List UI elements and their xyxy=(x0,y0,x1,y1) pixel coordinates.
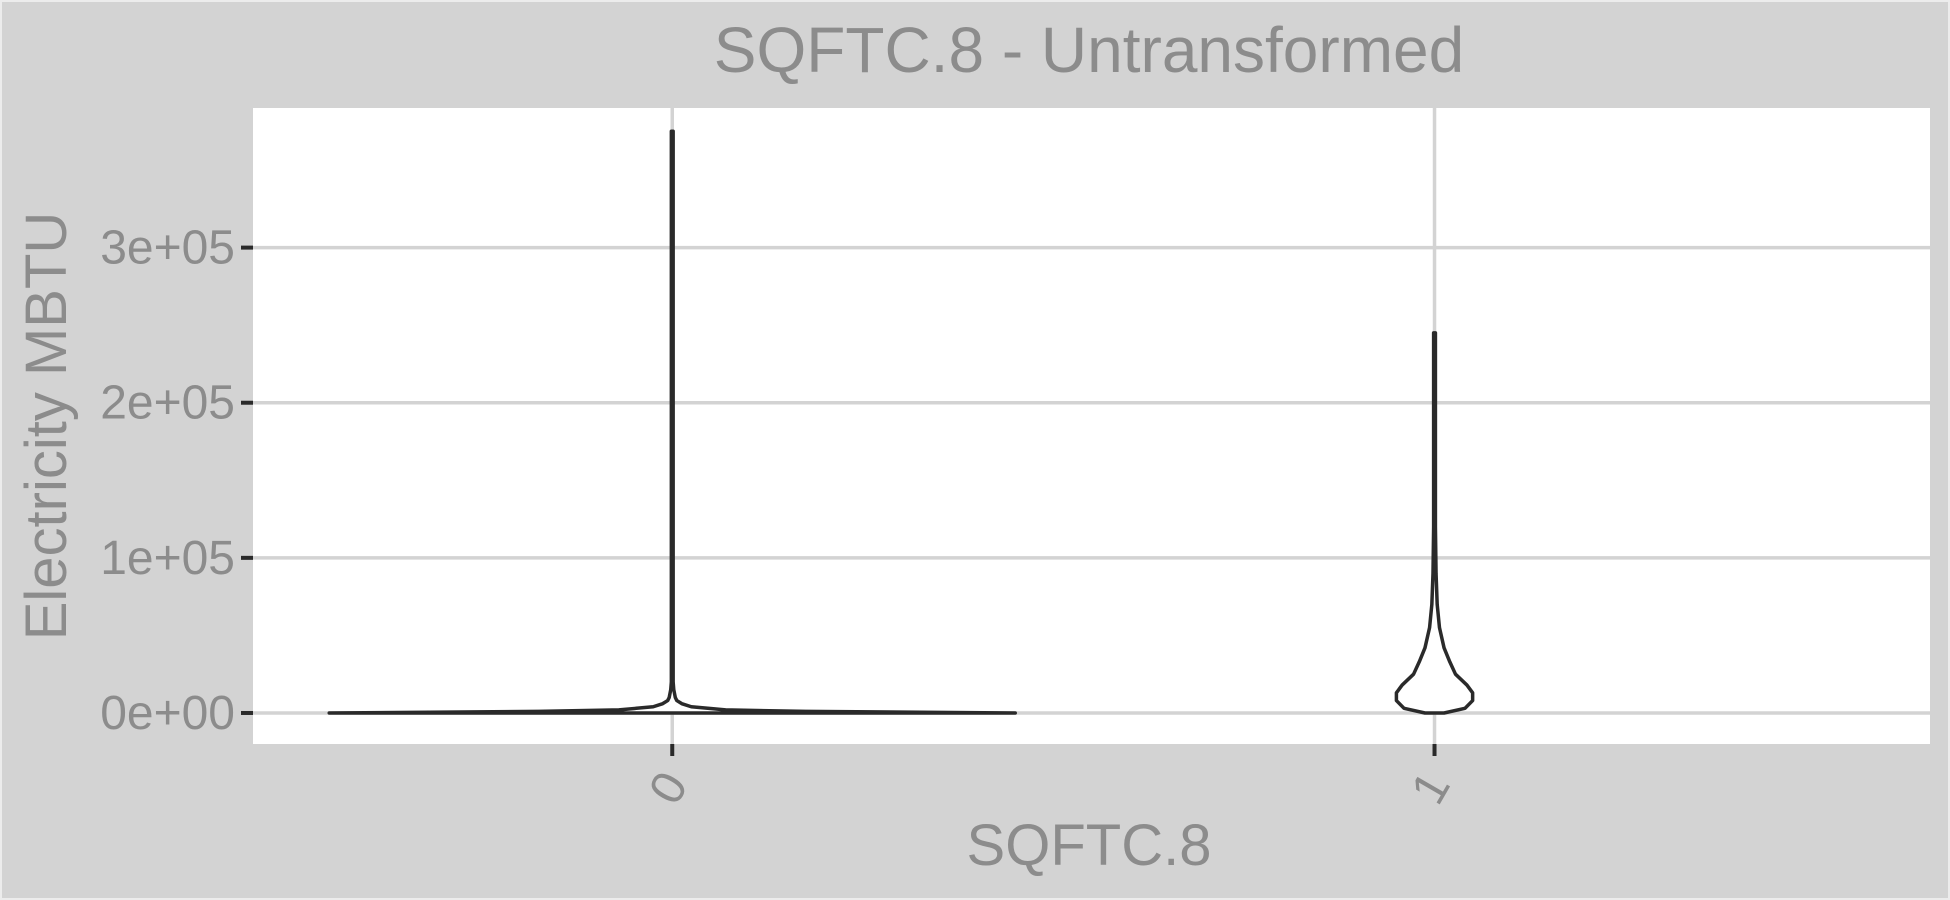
x-tick-label: 0 xyxy=(639,763,698,813)
x-tick-label: 1 xyxy=(1401,763,1460,813)
x-axis-title: SQFTC.8 xyxy=(967,813,1212,878)
plot-panel xyxy=(253,108,1930,744)
chart-title: SQFTC.8 - Untransformed xyxy=(714,14,1464,86)
y-tick-label: 2e+05 xyxy=(100,377,235,430)
y-tick-label: 0e+00 xyxy=(100,687,235,740)
y-tick-label: 3e+05 xyxy=(100,222,235,275)
violin-1 xyxy=(1394,331,1475,715)
violin-0 xyxy=(327,129,1018,715)
violins xyxy=(327,129,1475,715)
y-axis-title: Electricity MBTU xyxy=(14,212,79,641)
y-tick-label: 1e+05 xyxy=(100,532,235,585)
